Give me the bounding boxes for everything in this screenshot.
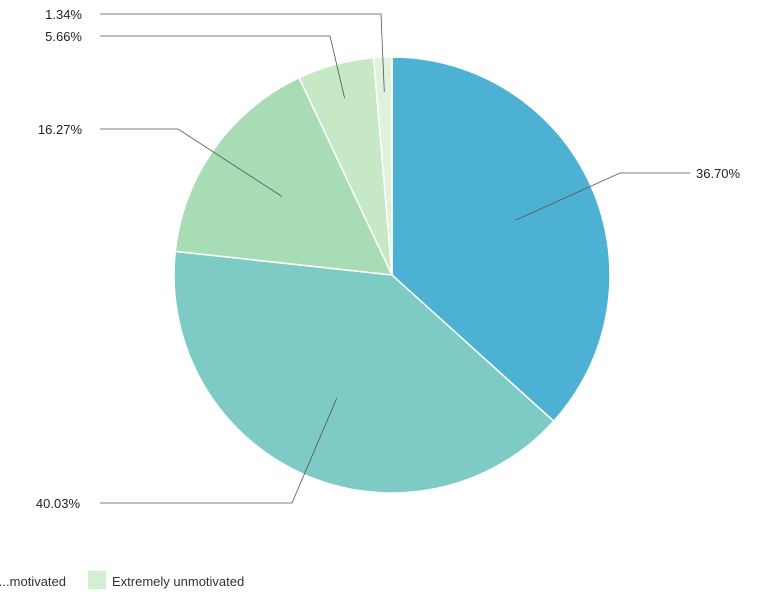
slice-label-4: 5.66% [45, 29, 82, 44]
leader-line-5 [100, 13, 385, 93]
pie-slice-1 [391, 56, 611, 423]
legend: ...motivated Extremely unmotivated [0, 571, 244, 589]
legend-label-2: Extremely unmotivated [112, 574, 244, 589]
slice-labels: 36.70% 40.03% 16.27% 5.66% 1.34% [36, 7, 741, 511]
leader-lines [100, 13, 690, 504]
leader-line-3 [100, 128, 283, 197]
pie-slice-2 [173, 250, 555, 494]
legend-label-1: ...motivated [0, 574, 66, 589]
slice-label-5: 1.34% [45, 7, 82, 22]
pie-slice-3 [174, 76, 394, 276]
slice-label-1: 36.70% [696, 166, 741, 181]
leader-line-4 [100, 35, 345, 99]
slice-label-2: 40.03% [36, 496, 81, 511]
pie-slices [173, 56, 611, 494]
legend-swatch-2 [88, 571, 106, 589]
leader-line-2 [100, 398, 338, 504]
slice-label-3: 16.27% [38, 122, 83, 137]
leader-line-1 [515, 172, 690, 221]
